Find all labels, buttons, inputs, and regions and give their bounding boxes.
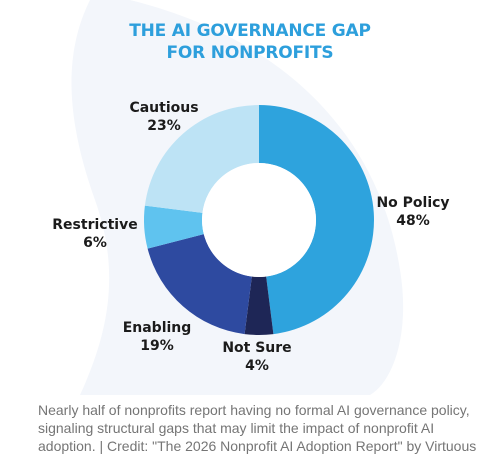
chart-figure: THE AI GOVERNANCE GAP FOR NONPROFITS No …	[0, 0, 500, 395]
slice-value-not-sure: 4%	[245, 358, 269, 374]
donut-hole	[202, 163, 316, 277]
slice-value-cautious: 23%	[147, 118, 181, 134]
slice-label-no-policy: No Policy	[376, 195, 449, 211]
slice-enabling	[147, 234, 252, 335]
figure-caption: Nearly half of nonprofits report having …	[38, 402, 477, 454]
chart-title: THE AI GOVERNANCE GAP FOR NONPROFITS	[0, 20, 500, 64]
slice-restrictive	[144, 205, 204, 249]
slice-label-enabling: Enabling	[123, 320, 192, 336]
slice-no-policy	[259, 105, 374, 335]
slice-value-no-policy: 48%	[396, 213, 430, 229]
slice-value-restrictive: 6%	[83, 235, 107, 251]
donut-chart: No Policy 48% Not Sure 4% Enabling 19% Restric…	[52, 100, 449, 374]
chart-title-line-1: THE AI GOVERNANCE GAP	[129, 21, 371, 41]
slice-label-restrictive: Restrictive	[52, 217, 137, 233]
slice-value-enabling: 19%	[140, 338, 174, 354]
slice-not-sure	[244, 276, 274, 335]
slice-label-cautious: Cautious	[129, 100, 198, 116]
chart-title-line-2: FOR NONPROFITS	[166, 43, 334, 63]
slice-cautious	[144, 105, 259, 213]
slice-label-not-sure: Not Sure	[222, 340, 291, 356]
